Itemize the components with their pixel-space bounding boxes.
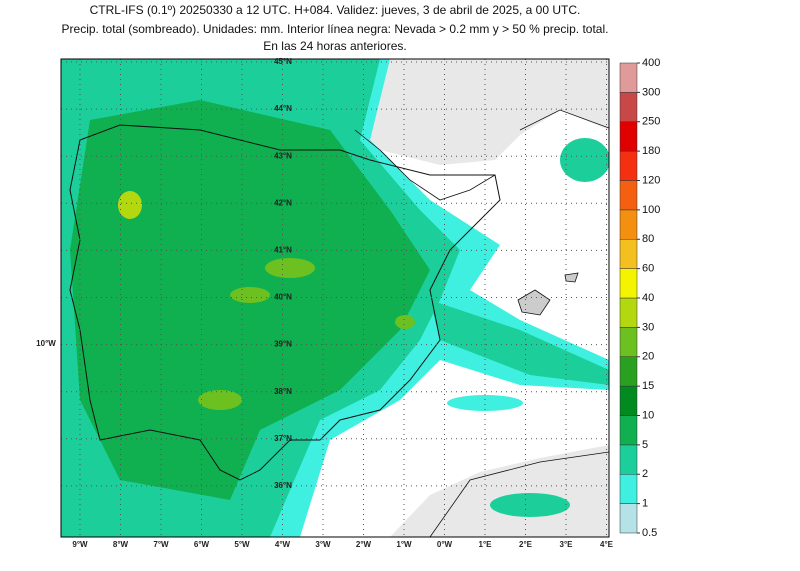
lon-label: 4°W bbox=[275, 540, 291, 549]
lon-label: 4°E bbox=[600, 540, 614, 549]
colorbar-label: 80 bbox=[642, 233, 654, 245]
color-swatch bbox=[619, 444, 638, 475]
color-swatch bbox=[619, 268, 638, 299]
lon-label: 2°E bbox=[519, 540, 533, 549]
lon-label: 7°W bbox=[153, 540, 169, 549]
color-swatch bbox=[619, 180, 638, 211]
lat-label: 39°N bbox=[274, 340, 292, 349]
colorbar-label: 60 bbox=[642, 263, 654, 275]
lon-label: 1°E bbox=[479, 540, 493, 549]
map: 10°W bbox=[36, 58, 610, 538]
title-line: Precip. total (sombreado). Unidades: mm.… bbox=[62, 22, 609, 36]
lon-label: 3°E bbox=[560, 540, 574, 549]
colorbar-label: 300 bbox=[642, 86, 660, 98]
colorbar-label: 40 bbox=[642, 292, 654, 304]
lat-label: 42°N bbox=[274, 198, 292, 207]
lat-label: 38°N bbox=[274, 387, 292, 396]
color-swatch bbox=[619, 209, 638, 240]
color-swatch bbox=[619, 356, 638, 387]
lon-label: 3°W bbox=[315, 540, 331, 549]
color-swatch bbox=[619, 150, 638, 181]
color-swatch bbox=[619, 297, 638, 328]
color-swatch bbox=[619, 385, 638, 416]
lon-label: 5°W bbox=[234, 540, 250, 549]
title-line: En las 24 horas anteriores. bbox=[263, 39, 406, 53]
colorbar-label: 20 bbox=[642, 351, 654, 363]
lon-label: 10°W bbox=[36, 339, 56, 348]
color-swatch bbox=[619, 121, 638, 152]
colorbar-label: 0.5 bbox=[642, 527, 657, 539]
color-swatch bbox=[619, 474, 638, 504]
lon-label: 9°W bbox=[72, 540, 88, 549]
colorbar-label: 2 bbox=[642, 468, 648, 480]
colorbar: 0.5 1 2 5 10 15 20 30 40 60 80 100 120 180 250 300 400 bbox=[619, 57, 660, 539]
color-swatch bbox=[619, 327, 638, 357]
color-swatch bbox=[619, 62, 638, 93]
lat-label: 36°N bbox=[274, 481, 292, 490]
lon-label: 8°W bbox=[113, 540, 129, 549]
lon-label: 2°W bbox=[356, 540, 372, 549]
colorbar-label: 30 bbox=[642, 321, 654, 333]
lon-label: 6°W bbox=[194, 540, 210, 549]
lat-label: 45°N bbox=[274, 57, 292, 66]
lat-label: 43°N bbox=[274, 151, 292, 160]
colorbar-label: 5 bbox=[642, 439, 648, 451]
colorbar-label: 15 bbox=[642, 380, 654, 392]
colorbar-label: 10 bbox=[642, 409, 654, 421]
color-swatch bbox=[619, 415, 638, 446]
colorbar-label: 1 bbox=[642, 498, 648, 510]
lat-label: 44°N bbox=[274, 104, 292, 113]
title-line: CTRL-IFS (0.1º) 20250330 a 12 UTC. H+084… bbox=[90, 3, 581, 17]
color-swatch bbox=[619, 239, 638, 269]
colorbar-label: 400 bbox=[642, 57, 660, 69]
lat-label: 40°N bbox=[274, 293, 292, 302]
lat-label: 41°N bbox=[274, 246, 292, 255]
color-swatch bbox=[619, 503, 638, 534]
colorbar-label: 120 bbox=[642, 174, 660, 186]
color-swatch bbox=[619, 92, 638, 122]
lon-label: 0°W bbox=[437, 540, 453, 549]
colorbar-label: 100 bbox=[642, 204, 660, 216]
colorbar-label: 180 bbox=[642, 145, 660, 157]
lat-label: 37°N bbox=[274, 434, 292, 443]
colorbar-label: 250 bbox=[642, 116, 660, 128]
lon-label: 1°W bbox=[396, 540, 412, 549]
